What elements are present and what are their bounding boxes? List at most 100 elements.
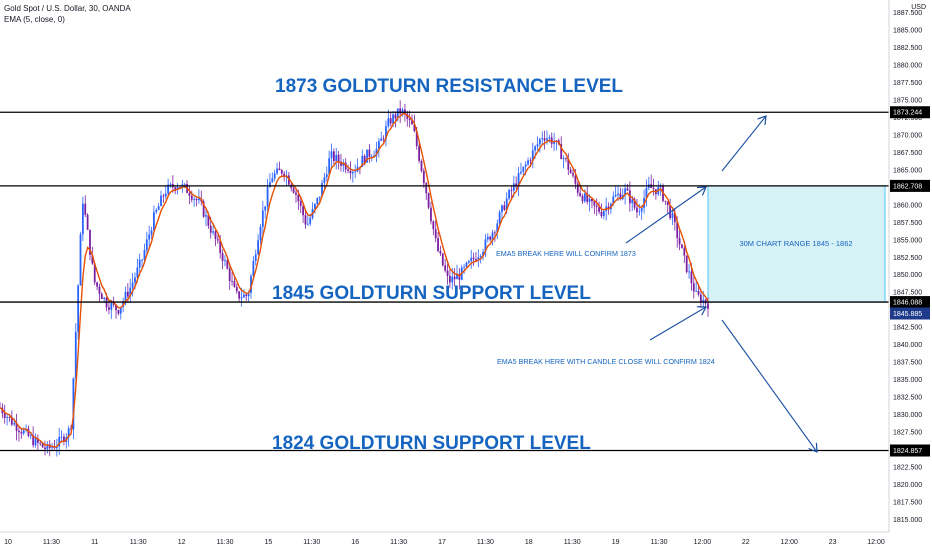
candle-body <box>292 188 295 193</box>
candle-body <box>342 162 345 166</box>
candle-body <box>524 164 527 167</box>
y-tick-label: 1820.000 <box>893 482 922 489</box>
candle-body <box>515 183 518 187</box>
candle-body <box>81 203 84 235</box>
arrow-down <box>721 319 817 452</box>
candle-body <box>72 378 75 430</box>
candle-body <box>8 416 11 418</box>
candle-body <box>385 126 387 139</box>
x-tick-label: 11:30 <box>390 539 407 546</box>
candle-body <box>699 294 702 303</box>
candle-body <box>22 430 25 434</box>
candle-body <box>446 270 449 276</box>
price-axis-bg <box>889 0 932 550</box>
y-tick-label: 1885.000 <box>893 28 922 35</box>
y-tick-label: 1872.500 <box>893 115 922 122</box>
x-tick-label: 11:30 <box>477 539 494 546</box>
candle-body <box>465 262 468 267</box>
candle-body <box>527 160 529 165</box>
candle-body <box>34 438 37 446</box>
y-tick-label: 1837.500 <box>893 360 922 367</box>
candle-body <box>280 170 283 174</box>
candle-body <box>15 423 18 431</box>
candle-body <box>32 435 35 446</box>
candle-body <box>479 256 482 258</box>
candle-body <box>617 193 619 196</box>
candle-body <box>89 229 91 255</box>
candle-body <box>205 215 207 217</box>
candle-body <box>432 221 435 230</box>
candle-body <box>411 120 413 125</box>
candle-body <box>375 148 378 156</box>
candle-body <box>482 251 484 257</box>
y-tick-label: 1850.000 <box>893 272 922 279</box>
candle-body <box>392 114 394 124</box>
x-tick-label: 23 <box>829 539 837 546</box>
candle-body <box>36 438 39 443</box>
candle-body <box>458 274 461 280</box>
current-price-label: 1845.885 <box>893 311 922 318</box>
candle-body <box>176 186 179 190</box>
candle-body <box>63 436 65 442</box>
candle-body <box>548 137 551 139</box>
level-price-label: 1862.708 <box>893 183 922 190</box>
candle-body <box>695 290 698 292</box>
candle-body <box>512 183 515 191</box>
candle-body <box>153 212 155 231</box>
candle-body <box>20 432 23 434</box>
candle-body <box>522 166 525 172</box>
x-tick-label: 16 <box>351 539 359 546</box>
candle-body <box>77 285 80 332</box>
y-tick-label: 1852.500 <box>893 255 922 262</box>
candle-body <box>245 294 248 297</box>
resistance-title: 1873 GOLDTURN RESISTANCE LEVEL <box>275 76 623 97</box>
candle-body <box>51 447 53 449</box>
candle-body <box>382 138 385 140</box>
candle-body <box>671 213 674 218</box>
candle-body <box>567 159 570 170</box>
x-tick-label: 11:30 <box>303 539 320 546</box>
candle-body <box>138 259 141 268</box>
candle-body <box>361 155 364 167</box>
candle-body <box>574 175 577 184</box>
support-title: 1845 GOLDTURN SUPPORT LEVEL <box>272 283 591 304</box>
candle-body <box>666 201 669 206</box>
currency-label: USD <box>911 4 926 11</box>
candle-body <box>600 211 603 217</box>
candle-body <box>309 217 312 224</box>
y-tick-label: 1857.500 <box>893 220 922 227</box>
x-tick-label: 22 <box>742 539 750 546</box>
candle-body <box>626 188 629 191</box>
candle-body <box>673 213 676 223</box>
candle-body <box>242 294 245 298</box>
candle-body <box>240 297 243 299</box>
candle-body <box>576 183 579 193</box>
candle-body <box>484 239 487 252</box>
candle-body <box>162 195 165 197</box>
candle-body <box>593 201 596 206</box>
candle-body <box>396 108 399 119</box>
candle-body <box>126 291 129 297</box>
candle-body <box>579 192 582 196</box>
candle-body <box>314 203 316 210</box>
candle-body <box>692 283 695 292</box>
y-tick-label: 1860.000 <box>893 202 922 209</box>
candle-body <box>96 282 98 287</box>
candle-body <box>664 200 667 202</box>
candle-body <box>430 207 432 222</box>
candle-body <box>413 124 416 132</box>
candle-body <box>565 158 567 160</box>
candle-body <box>141 259 143 261</box>
candle-body <box>143 250 146 260</box>
candle-body <box>420 160 423 172</box>
candle-body <box>323 177 326 184</box>
candle-body <box>456 274 458 280</box>
candle-body <box>174 187 177 190</box>
candle-body <box>676 222 679 238</box>
y-tick-label: 1870.000 <box>893 132 922 139</box>
candle-body <box>614 195 617 197</box>
x-tick-label: 12:00 <box>694 539 712 546</box>
candle-body <box>167 184 170 194</box>
